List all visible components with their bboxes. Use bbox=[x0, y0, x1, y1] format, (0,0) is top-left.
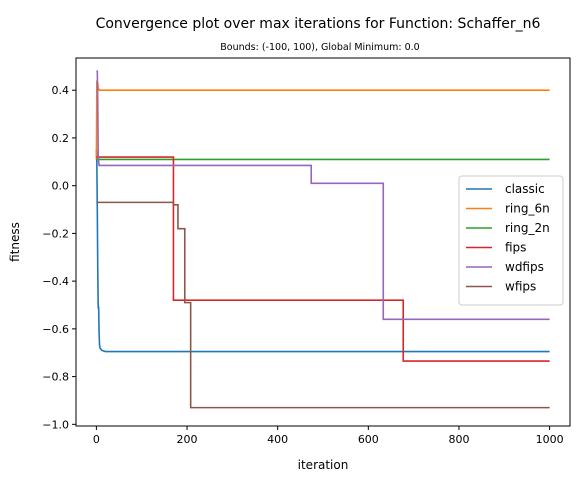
y-tick-label: 0.4 bbox=[52, 84, 70, 97]
x-tick-label: 200 bbox=[177, 433, 198, 446]
y-tick-label: 0.0 bbox=[52, 180, 70, 193]
x-tick-label: 400 bbox=[267, 433, 288, 446]
legend-label-wdfips: wdfips bbox=[505, 260, 544, 274]
y-tick-label: 0.2 bbox=[52, 132, 70, 145]
chart-subtitle: Bounds: (-100, 100), Global Minimum: 0.0 bbox=[220, 42, 419, 53]
series-line-wdfips bbox=[96, 70, 550, 321]
y-tick-label: −0.4 bbox=[42, 275, 69, 288]
legend-label-classic: classic bbox=[505, 182, 545, 196]
y-tick-label: −0.2 bbox=[42, 227, 69, 240]
series-line-ring_6n bbox=[95, 80, 550, 160]
series-line-fips bbox=[96, 156, 550, 362]
plot-frame bbox=[75, 57, 571, 427]
x-tick-label: 800 bbox=[448, 433, 469, 446]
legend-label-wfips: wfips bbox=[505, 280, 536, 294]
y-tick-label: −0.6 bbox=[42, 323, 69, 336]
x-axis-label: iteration bbox=[298, 458, 349, 472]
x-tick-label: 1000 bbox=[536, 433, 564, 446]
legend-label-ring_2n: ring_2n bbox=[505, 221, 550, 235]
y-tick-label: −1.0 bbox=[42, 418, 69, 431]
series-line-wfips bbox=[96, 201, 550, 409]
legend-label-fips: fips bbox=[505, 241, 526, 255]
x-tick-label: 0 bbox=[93, 433, 100, 446]
y-axis-label: fitness bbox=[8, 222, 22, 262]
legend-label-ring_6n: ring_6n bbox=[505, 202, 550, 216]
chart-title: Convergence plot over max iterations for… bbox=[96, 16, 541, 32]
y-tick-label: −0.8 bbox=[42, 371, 69, 384]
x-tick-label: 600 bbox=[358, 433, 379, 446]
